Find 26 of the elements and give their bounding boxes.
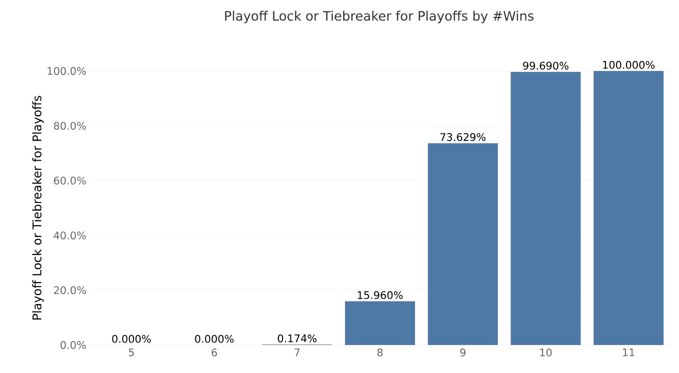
chart-title: Playoff Lock or Tiebreaker for Playoffs by #Wins [225,10,534,24]
x-tick-label: 10 [540,348,552,356]
data-label: 0.000% [112,334,151,343]
bar [345,301,416,345]
data-label: 73.629% [440,133,486,142]
y-axis-title: Playoff Lock or Tiebreaker for Playoffs [32,96,44,320]
data-label: 99.690% [523,62,568,70]
x-tick-label: 7 [294,348,300,356]
bar [428,143,498,345]
bar [594,70,664,345]
bar [510,72,581,345]
x-tick-label: 6 [212,348,217,356]
y-tick-label: 40.0% [54,231,86,240]
data-label: 0.000% [195,334,234,343]
y-tick-label: 100.0% [48,67,86,75]
data-label: 100.000% [603,60,655,69]
data-label: 0.174% [278,334,316,342]
x-tick-label: 5 [128,348,134,356]
x-tick-label: 11 [623,348,634,356]
y-tick-label: 20.0% [54,286,86,294]
data-label: 15.960% [358,291,403,300]
x-tick-label: 9 [460,348,466,356]
y-tick-label: 80.0% [54,122,86,130]
x-tick-label: 8 [377,348,383,356]
y-tick-label: 0.0% [60,341,86,349]
y-tick-label: 60.0% [54,176,86,185]
